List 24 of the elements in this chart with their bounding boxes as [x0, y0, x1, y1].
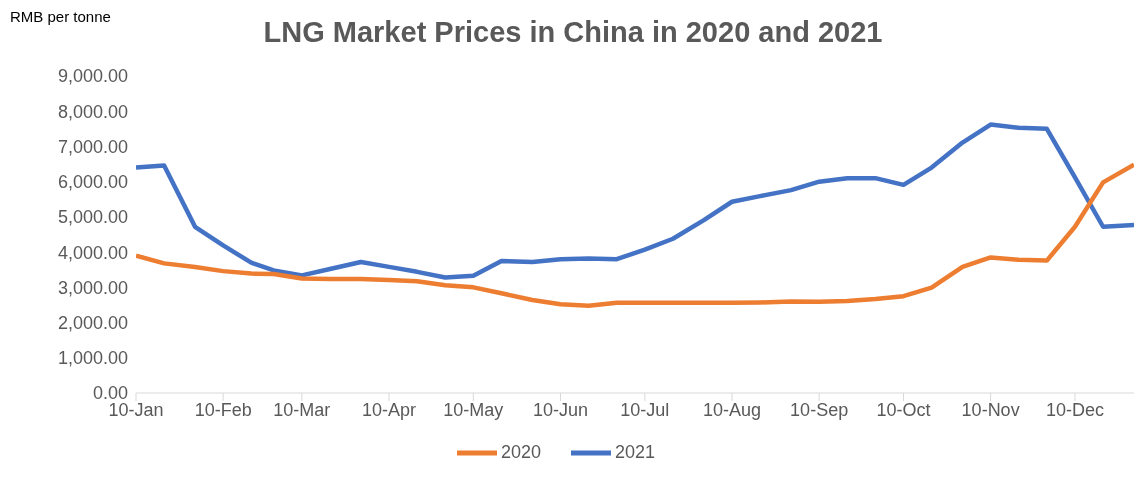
x-tick-label: 10-May: [443, 399, 504, 420]
y-tick-label: 3,000.00: [57, 277, 128, 298]
y-tick-label: 4,000.00: [57, 242, 128, 263]
y-tick-label: 7,000.00: [57, 136, 128, 157]
x-tick-label: 10-Mar: [273, 399, 331, 420]
y-axis-title: RMB per tonne: [10, 8, 111, 25]
legend-label: 2021: [615, 441, 656, 462]
legend-label: 2020: [500, 441, 541, 462]
y-tick-label: 2,000.00: [57, 312, 128, 333]
y-tick-label: 9,000.00: [57, 66, 128, 87]
x-tick-label: 10-Nov: [961, 399, 1020, 420]
x-tick-label: 10-Apr: [362, 399, 417, 420]
x-tick-label: 10-Aug: [702, 399, 762, 420]
x-tick-label: 10-Jul: [620, 399, 670, 420]
y-tick-label: 1,000.00: [57, 348, 128, 369]
x-tick-label: 10-Feb: [194, 399, 252, 420]
y-tick-label: 8,000.00: [57, 101, 128, 122]
x-tick-label: 10-Sep: [790, 399, 849, 420]
x-tick-label: 10-Jun: [532, 399, 589, 420]
x-tick-label: 10-Dec: [1045, 399, 1104, 420]
y-tick-label: 5,000.00: [57, 207, 128, 228]
chart-title: LNG Market Prices in China in 2020 and 2021: [263, 16, 883, 48]
x-tick-label: 10-Oct: [876, 399, 931, 420]
y-tick-label: 6,000.00: [57, 172, 128, 193]
